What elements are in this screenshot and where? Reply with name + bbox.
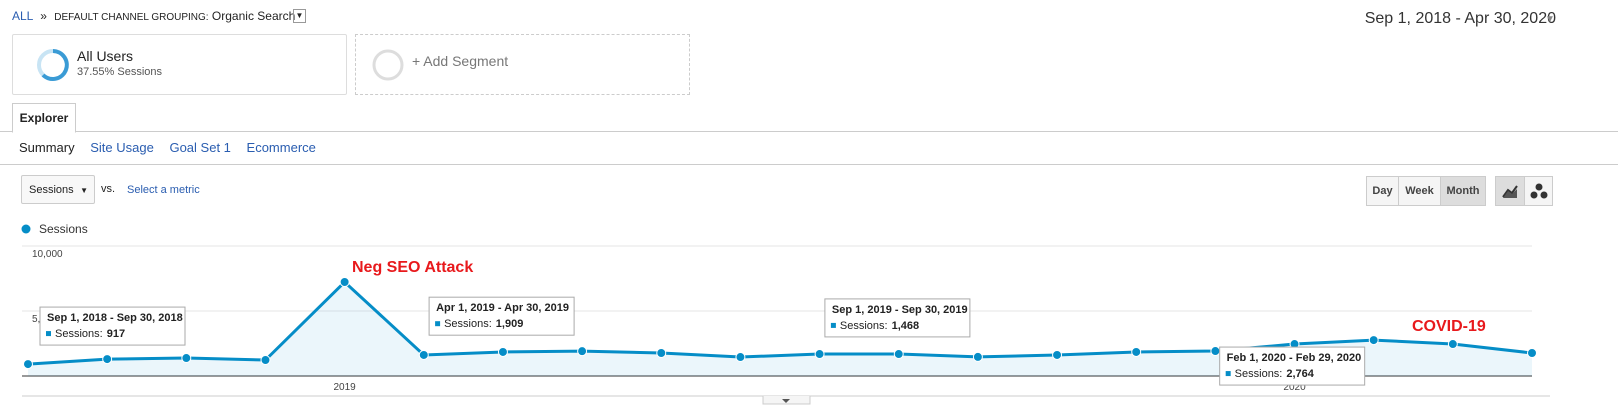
point [577,346,588,357]
tooltip-metric: Sessions: [444,318,492,330]
subtab[interactable]: Site Usage [90,140,154,155]
metric-name: Sessions [29,184,74,196]
subtab[interactable]: Ecommerce [246,140,316,155]
tooltip: Apr 1, 2019 - Apr 30, 2019 Sessions: 1,909 [428,296,575,336]
point [497,346,508,357]
tooltip: Feb 1, 2020 - Feb 29, 2020 Sessions: 2,764 [1219,346,1366,386]
granularity-button[interactable]: Week [1398,176,1441,206]
tooltip-range: Feb 1, 2020 - Feb 29, 2020 [1227,352,1362,364]
tooltip-value: Sessions: 917 [55,328,125,340]
subtab[interactable]: Goal Set 1 [169,140,231,155]
breadcrumb-dimension: DEFAULT CHANNEL GROUPING: [54,12,209,23]
segment-icon [37,49,69,81]
tooltip-range: Sep 1, 2019 - Sep 30, 2019 [832,304,968,316]
tooltip-box [824,298,971,338]
point [339,277,350,288]
tooltip: Sep 1, 2018 - Sep 30, 2018 Sessions: 917 [39,306,186,346]
breadcrumb-root[interactable]: ALL [12,9,33,23]
add-segment-label: + Add Segment [412,53,509,69]
tab[interactable]: Explorer [12,103,76,133]
tooltip-number: 917 [107,328,125,340]
date-dropdown-arrow[interactable]: ▼ [1545,14,1555,25]
dimension-dropdown[interactable]: ▼ [293,9,306,23]
vs-label: vs. [101,183,116,195]
segment-name: All Users [77,48,134,64]
tooltip-metric: Sessions: [1235,368,1283,380]
tooltip-box [428,296,575,336]
breadcrumb-value: Organic Search [211,9,296,23]
tooltip-metric: Sessions: [55,328,103,340]
line-chart-icon [1502,185,1518,198]
x-tick-label: 2020 [1283,382,1306,393]
breadcrumb: ALL » DEFAULT CHANNEL GROUPING: Organic … [12,9,306,23]
point [814,349,825,360]
annotation: COVID-19 [1412,318,1486,335]
tooltip-box [1219,346,1366,386]
segment-card[interactable]: All Users 37.55% Sessions [12,34,347,95]
tooltip-value: Sessions: 2,764 [1235,368,1315,380]
point [1131,346,1142,357]
granularity-button[interactable]: Day [1366,176,1399,206]
point [735,352,746,363]
date-range[interactable]: Sep 1, 2018 - Apr 30, 2020 [1364,10,1556,27]
line-chart-button[interactable] [1495,176,1525,206]
breadcrumb-separator: » [40,9,47,23]
tooltip-number: 1,909 [496,318,524,330]
point [1210,346,1221,357]
line [27,279,1533,366]
select-metric[interactable]: Select a metric [127,184,200,196]
point [102,354,113,365]
tooltip-value: Sessions: 1,909 [444,318,523,330]
tooltip-number: 2,764 [1286,368,1314,380]
tooltip-number: 1,468 [892,320,920,332]
point [893,349,904,360]
tooltip-swatch [46,331,51,337]
tooltip-swatch [435,321,441,327]
point [181,353,192,364]
x-tick-label: 2019 [334,382,357,393]
tooltip-swatch [1225,371,1231,377]
point [418,349,429,360]
tooltip-range: Apr 1, 2019 - Apr 30, 2019 [436,302,569,314]
add-segment-icon [372,49,404,81]
point [1052,349,1063,360]
motion-chart-icon [1530,183,1547,199]
point [1447,339,1458,350]
granularity-button[interactable]: Month [1440,176,1486,206]
point [23,359,33,370]
segment-detail: 37.55% Sessions [77,66,162,78]
metric-dropdown[interactable]: Sessions ▼ [21,175,95,204]
tooltip-box [39,306,186,346]
subtab-rule [0,164,1618,165]
tooltip-swatch [830,322,836,328]
point [972,351,983,362]
point [1527,347,1537,358]
annotation: Neg SEO Attack [352,259,473,276]
motion-chart-button[interactable] [1524,176,1553,206]
y-tick-label: 10,000 [32,249,63,260]
subtab[interactable]: Summary [19,140,75,155]
tooltip: Sep 1, 2019 - Sep 30, 2019 Sessions: 1,468 [824,298,971,338]
tooltip-metric: Sessions: [840,320,888,332]
tooltip-value: Sessions: 1,468 [840,320,919,332]
collapse-arrow [782,399,790,403]
point [1368,335,1379,346]
point [260,355,271,366]
tooltip-range: Sep 1, 2018 - Sep 30, 2018 [47,312,183,324]
point [656,347,667,358]
legend-label: Sessions [39,222,88,236]
add-segment[interactable]: + Add Segment [355,34,690,95]
tab-rule [0,131,1618,132]
legend-marker [21,224,31,234]
subtabs: Summary Site Usage Goal Set 1 Ecommerce [19,140,316,155]
